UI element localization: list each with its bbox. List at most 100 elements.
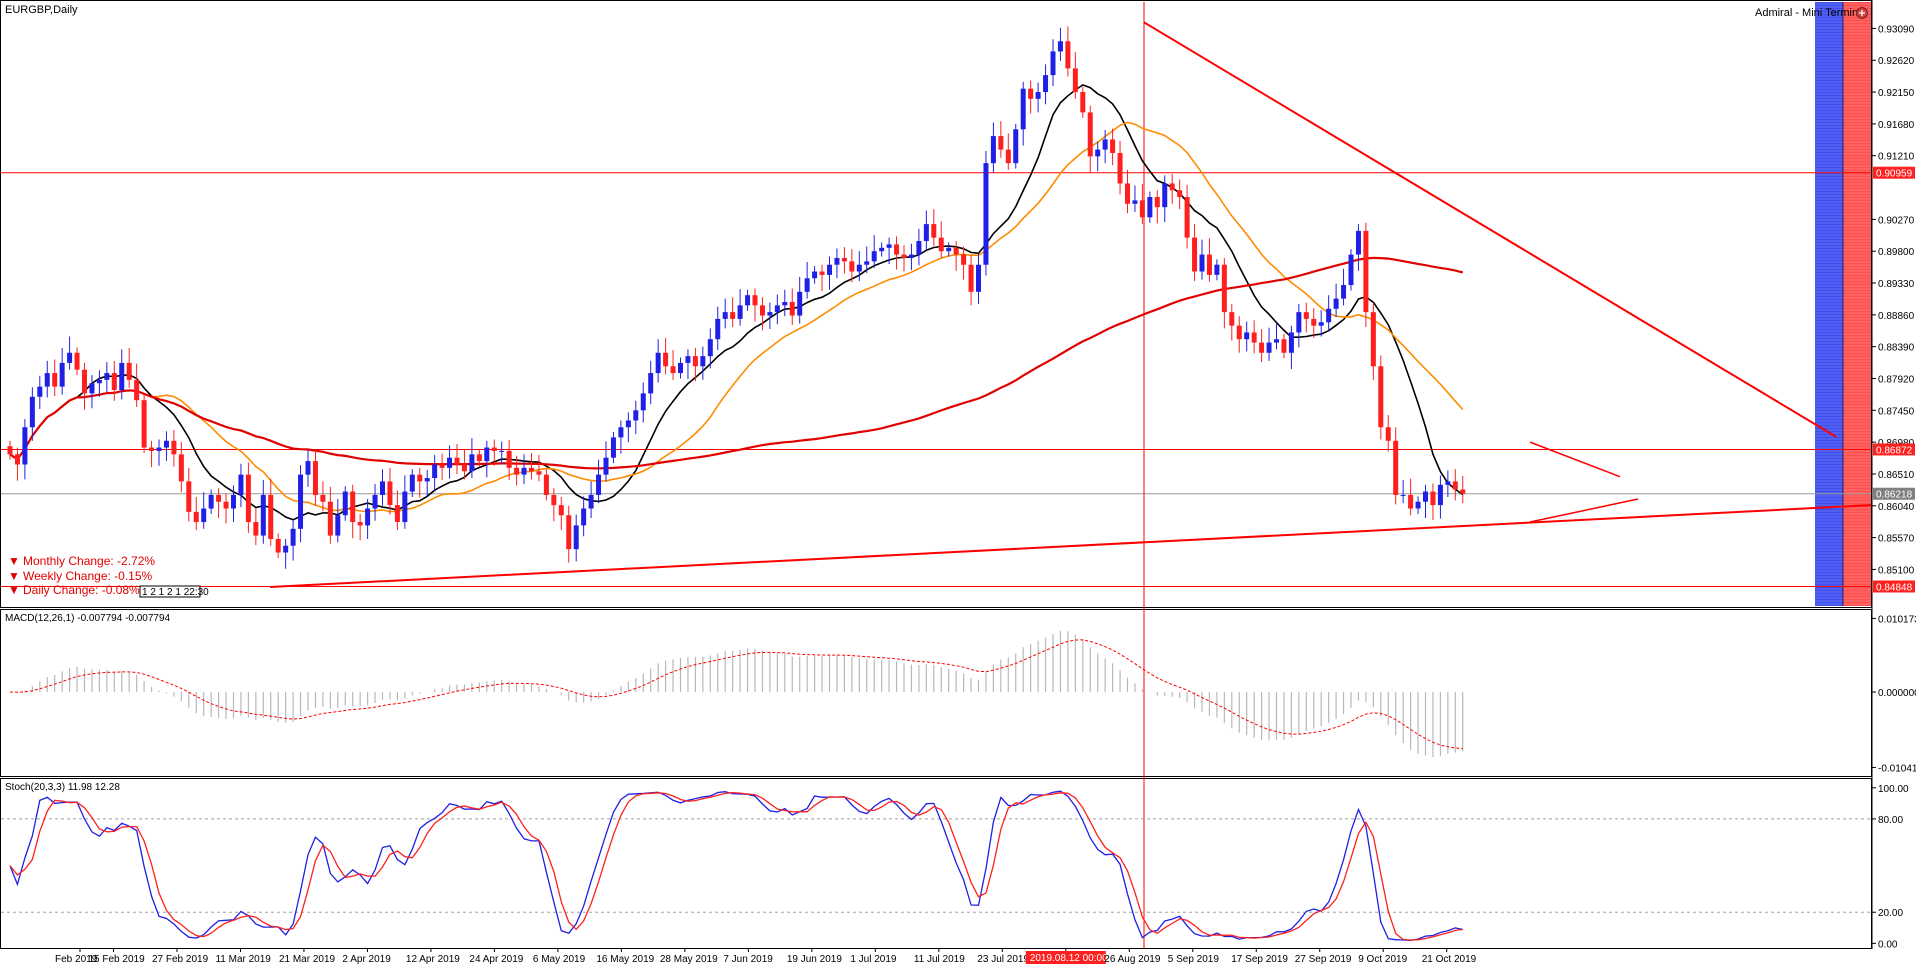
- price-tag: [1873, 580, 1915, 593]
- time-tick: 27 Feb 2019: [152, 954, 209, 965]
- candle: [1005, 133, 1011, 170]
- candle: [1423, 484, 1428, 518]
- macd-tick: -0.010414: [1878, 763, 1916, 774]
- candle: [558, 496, 564, 531]
- candle: [96, 370, 102, 397]
- candle: [1199, 239, 1205, 280]
- candle: [908, 243, 914, 271]
- candle: [163, 431, 169, 462]
- candle: [1206, 238, 1212, 282]
- candle: [864, 246, 870, 273]
- candle: [134, 363, 140, 407]
- candle: [141, 394, 147, 453]
- right-band-blue: [1815, 2, 1843, 606]
- candle: [171, 429, 177, 467]
- candle: [596, 459, 602, 504]
- candle: [1028, 80, 1034, 114]
- ma-short-line: [9, 84, 1464, 521]
- candle: [1259, 329, 1265, 363]
- time-tick: 21 Mar 2019: [279, 954, 336, 965]
- candle: [1318, 310, 1324, 337]
- candle: [1184, 184, 1190, 249]
- candle: [871, 234, 877, 269]
- candle: [573, 514, 579, 562]
- candle: [655, 339, 661, 383]
- candle: [856, 251, 862, 281]
- downtrend-line: [1143, 21, 1837, 438]
- candle: [342, 486, 348, 521]
- candle: [1154, 190, 1160, 224]
- time-tick: 24 Apr 2019: [469, 954, 523, 965]
- candle: [752, 288, 758, 322]
- candle: [469, 438, 475, 479]
- candle: [409, 469, 415, 497]
- candle: [1266, 327, 1272, 361]
- candle: [968, 255, 974, 306]
- candle: [529, 452, 534, 480]
- candle: [1355, 224, 1361, 271]
- candle: [476, 448, 482, 467]
- candle: [52, 359, 58, 397]
- candle: [305, 450, 311, 487]
- candle: [67, 336, 73, 370]
- time-cursor-tag: [1025, 951, 1106, 964]
- change-info: ▼ Monthly Change: -2.72% ▼ Weekly Change…: [8, 554, 209, 598]
- time-tick: 15 Feb 2019: [88, 954, 145, 965]
- candle: [320, 481, 326, 512]
- price-tick: 0.89330: [1878, 279, 1915, 290]
- candle: [149, 440, 155, 468]
- candle: [193, 496, 199, 531]
- candle: [89, 375, 95, 409]
- candle: [670, 350, 676, 380]
- candle: [961, 246, 967, 280]
- stoch-label: Stoch(20,3,3) 11.98 12.28: [5, 782, 120, 793]
- candle: [663, 337, 669, 375]
- candle: [767, 302, 773, 330]
- candle: [953, 241, 959, 271]
- candle: [201, 492, 207, 529]
- time-tick: 19 Jun 2019: [787, 954, 842, 965]
- candle: [1296, 304, 1302, 348]
- candle: [1013, 123, 1019, 169]
- candle: [424, 469, 430, 497]
- mini-terminal-label[interactable]: Admiral - Mini Terminal: [1755, 7, 1867, 19]
- candle: [454, 444, 460, 474]
- mini-terminal-icon[interactable]: [1856, 7, 1868, 19]
- candle: [223, 493, 229, 524]
- candle: [1445, 470, 1451, 497]
- ma-medium-line: [9, 121, 1464, 513]
- candle: [14, 447, 20, 481]
- candle: [1057, 27, 1063, 61]
- candle: [990, 122, 996, 173]
- price-tick: 0.85570: [1878, 534, 1915, 545]
- candle: [536, 455, 542, 482]
- time-tick: 11 Mar 2019: [215, 954, 271, 965]
- stoch-tick: 20.00: [1878, 908, 1903, 919]
- candle: [543, 469, 549, 501]
- candle: [350, 484, 356, 539]
- candle: [178, 442, 184, 493]
- candle: [29, 387, 35, 441]
- price-tick: 0.88860: [1878, 311, 1915, 322]
- daily-change: Daily Change: -0.08%: [23, 583, 140, 597]
- time-tick: 23 Jul 2019: [977, 954, 1029, 965]
- candle: [745, 289, 751, 311]
- candle: [238, 463, 244, 508]
- candle: [216, 488, 222, 518]
- candle: [1408, 478, 1414, 516]
- candle: [819, 264, 825, 292]
- candle: [983, 150, 989, 276]
- candle: [1020, 81, 1026, 146]
- candle: [1177, 179, 1183, 210]
- candle: [402, 475, 408, 529]
- candle: [1214, 259, 1220, 281]
- candle: [1393, 427, 1399, 505]
- price-tag-text: 0.86218: [1876, 490, 1913, 501]
- candle: [678, 357, 683, 379]
- stoch-tick: 80.00: [1878, 815, 1903, 826]
- time-tick: 28 May 2019: [660, 954, 718, 965]
- candle: [976, 253, 981, 304]
- price-tick: 0.88390: [1878, 343, 1915, 354]
- candle: [692, 348, 698, 382]
